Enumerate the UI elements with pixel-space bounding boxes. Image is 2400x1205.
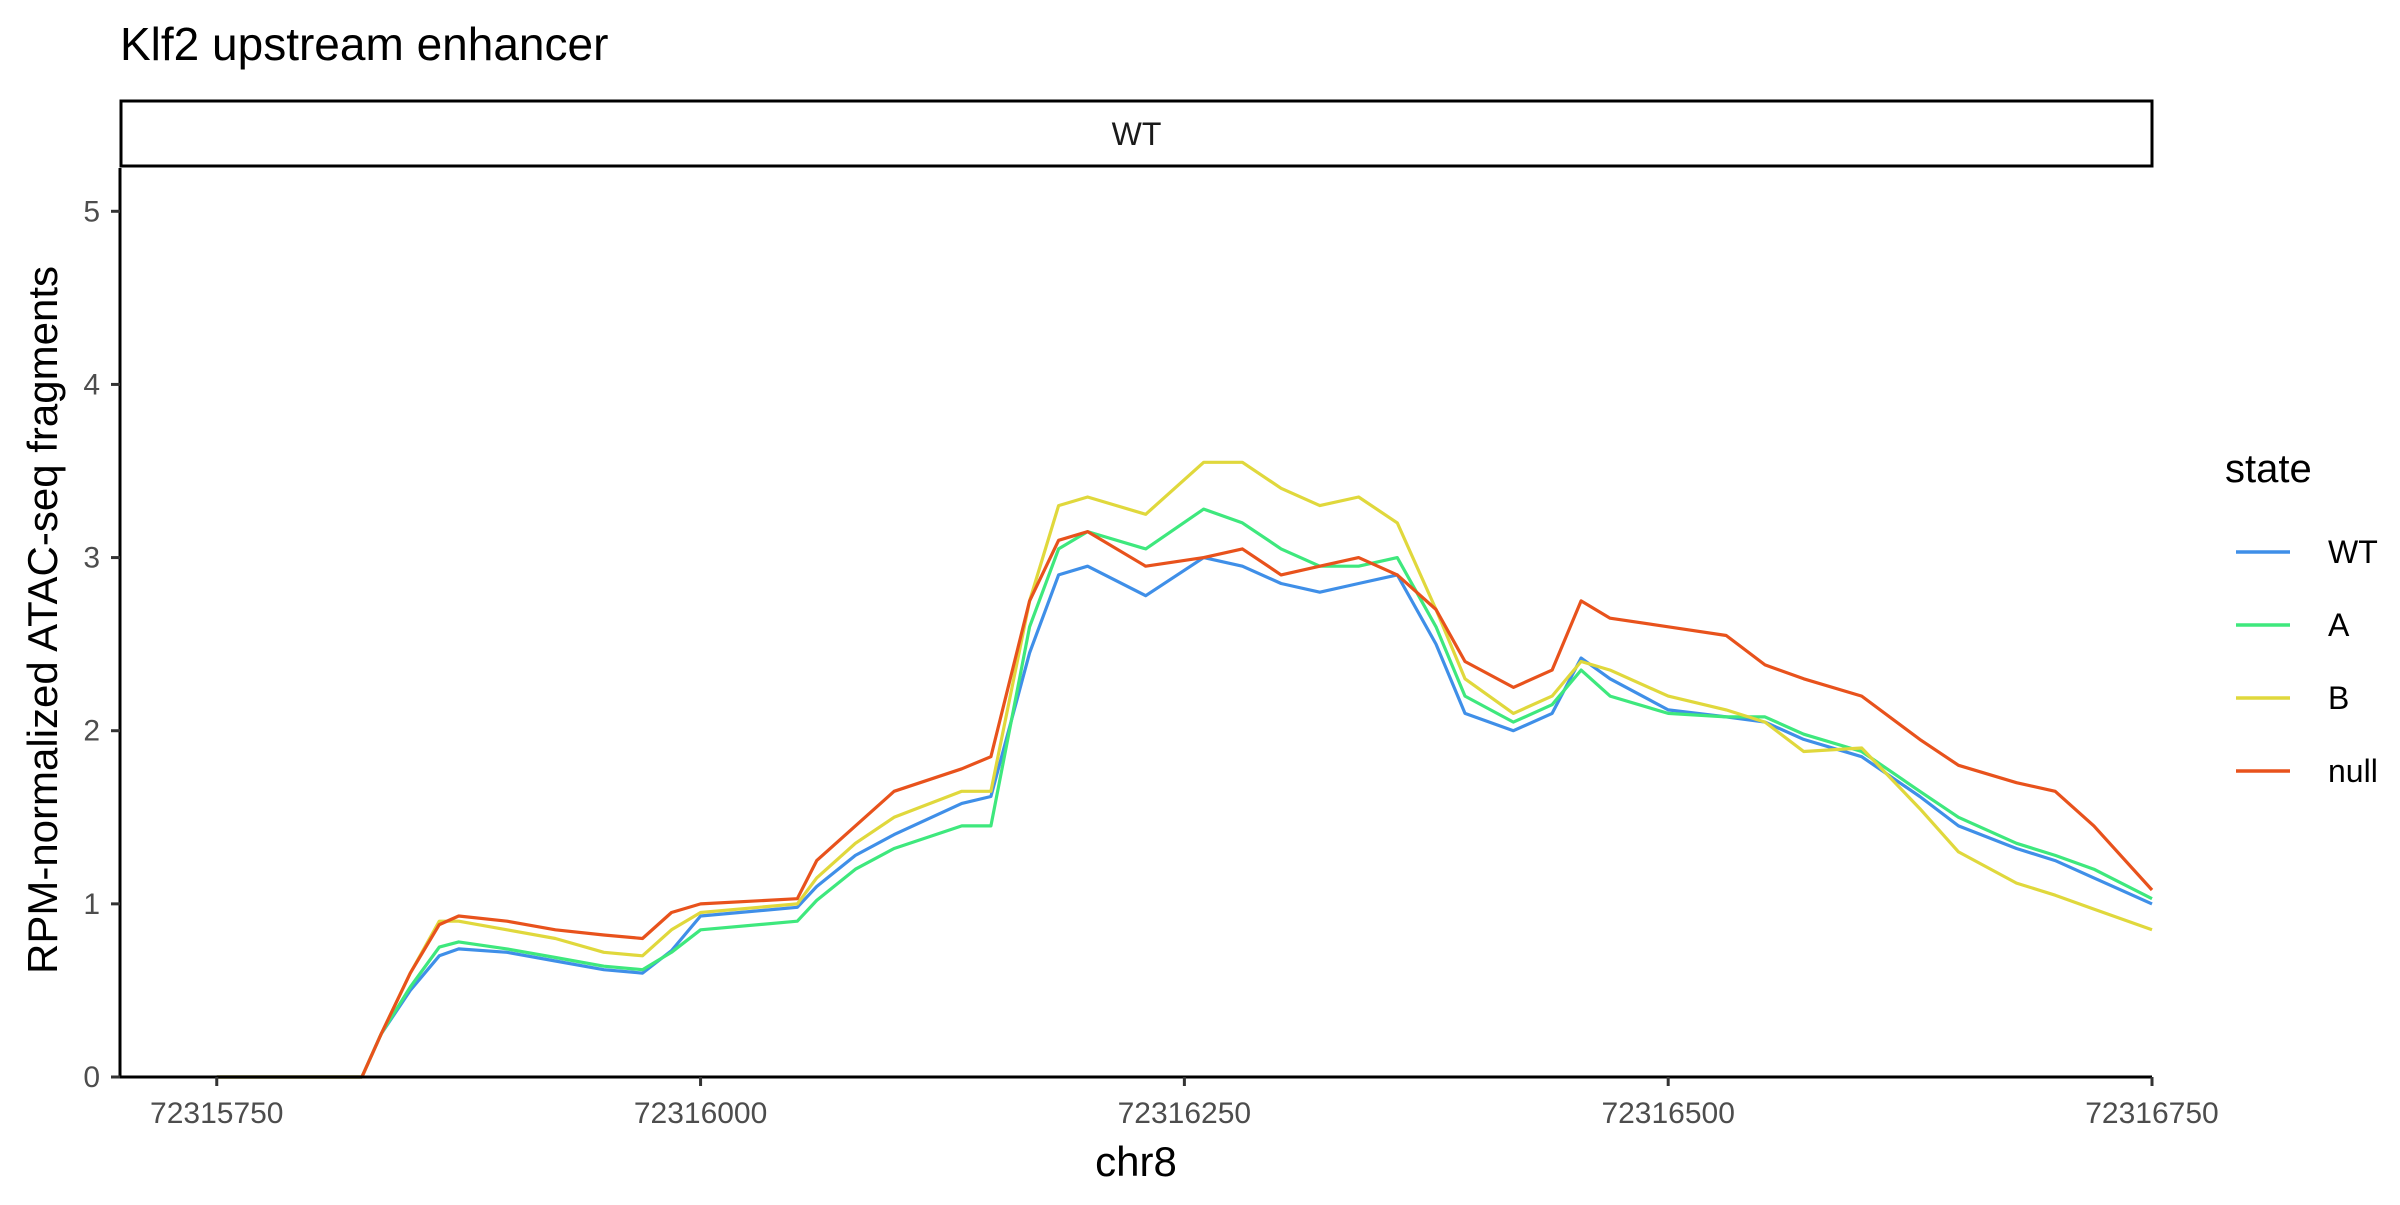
legend-title: state (2225, 447, 2312, 491)
legend-label-a: A (2328, 607, 2350, 643)
facet-strip (119, 99, 2154, 168)
series-line-b (216, 460, 2153, 1079)
facet-strip-label: WT (1112, 116, 1162, 152)
series-layer (216, 460, 2154, 1079)
y-tick-label: 2 (83, 715, 100, 748)
x-tick-label: 72316750 (2085, 1097, 2218, 1130)
y-tick-label: 1 (83, 888, 100, 921)
y-axis-title: RPM-normalized ATAC-seq fragments (19, 266, 66, 974)
x-tick-label: 72315750 (150, 1097, 283, 1130)
x-tick-label: 72316000 (634, 1097, 767, 1130)
legend-label-null: null (2328, 753, 2378, 789)
y-tick-label: 3 (83, 542, 100, 575)
x-axis-title: chr8 (1095, 1138, 1177, 1185)
chart-title: Klf2 upstream enhancer (120, 18, 608, 70)
legend-label-wt: WT (2328, 534, 2378, 570)
x-tick-label: 72316500 (1601, 1097, 1734, 1130)
series-line-wt (216, 555, 2153, 1079)
series-line-a (216, 507, 2153, 1079)
series-line-null (216, 529, 2154, 1079)
y-tick-label: 5 (83, 195, 100, 228)
x-tick-label: 72316250 (1118, 1097, 1251, 1130)
x-axis-ticks: 72315750 72316000 72316250 72316500 72316750 (150, 1077, 2219, 1130)
y-tick-label: 0 (83, 1061, 100, 1094)
y-tick-label: 4 (83, 368, 100, 401)
legend-label-b: B (2328, 680, 2349, 716)
y-axis-ticks: 0 1 2 3 4 5 (83, 195, 120, 1094)
